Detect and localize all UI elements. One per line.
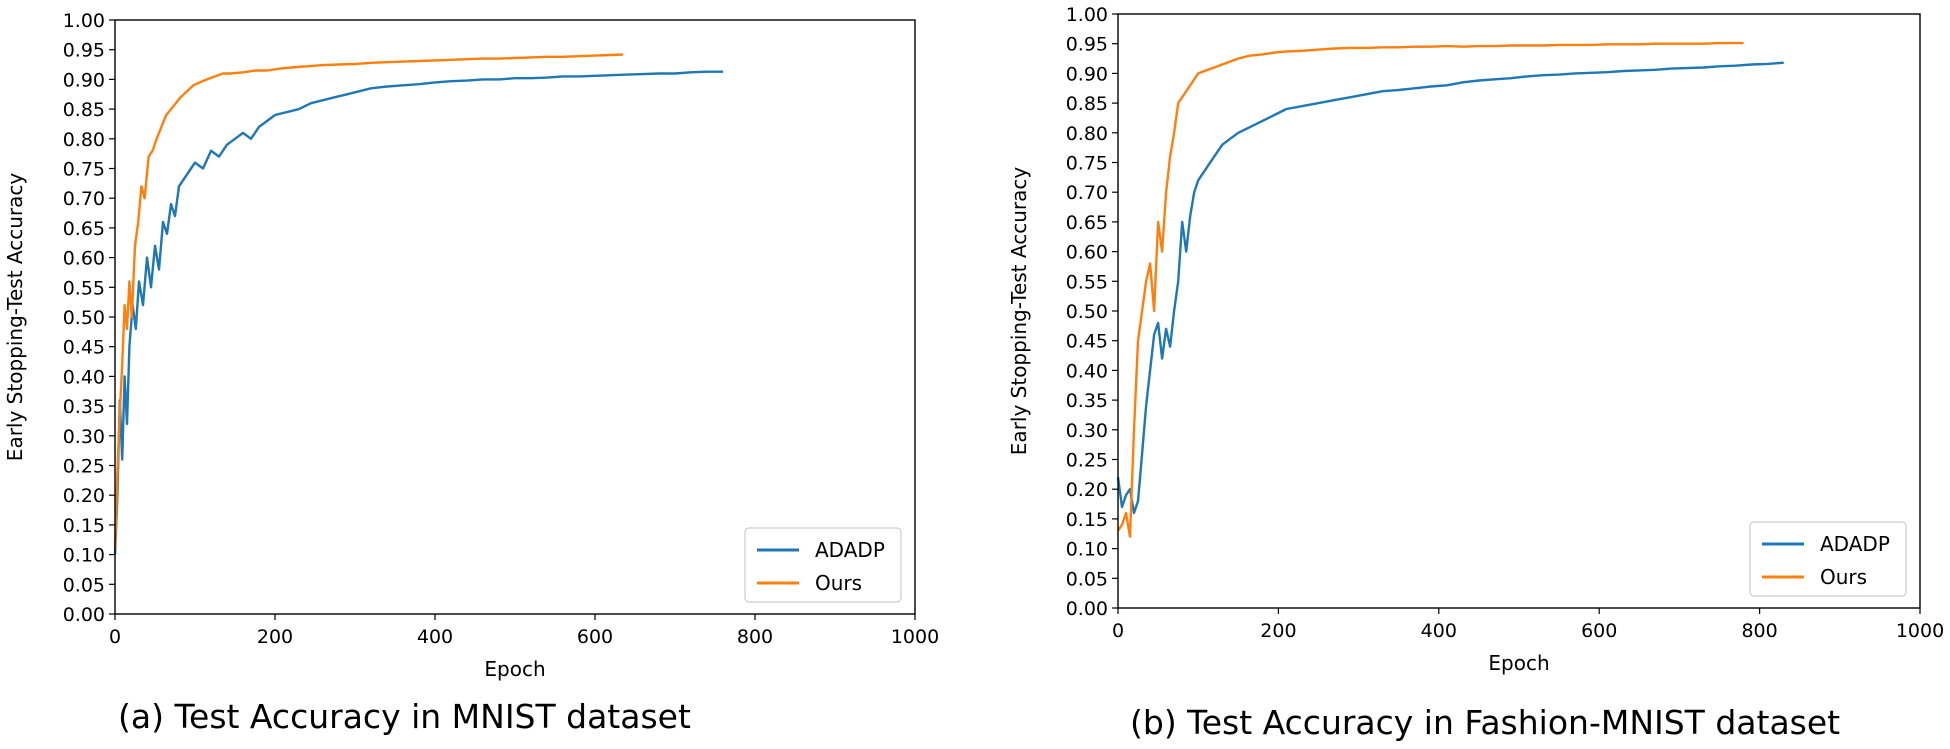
y-tick-label: 0.85 [1066,93,1108,115]
y-tick-label: 0.10 [63,545,105,567]
y-tick-label: 0.45 [1066,331,1108,353]
y-tick-label: 0.75 [1066,153,1108,175]
y-tick-label: 0.60 [63,248,105,270]
y-tick-label: 0.55 [1066,271,1108,293]
y-tick-label: 0.25 [1066,450,1108,472]
y-tick-label: 0.35 [1066,390,1108,412]
y-tick-label: 0.30 [1066,420,1108,442]
chart-a-x-ticks: 0 200 400 600 800 1000 [109,614,939,648]
chart-a-x-axis-label: Epoch [484,657,545,681]
chart-a-legend: ADADP Ours [744,527,902,603]
chart-a-y-axis-label: Early Stopping-Test Accuracy [3,173,27,462]
chart-b-lines [1116,41,1784,538]
y-tick-label: 0.95 [1066,34,1108,56]
chart-a-y-ticks: 0.00 0.05 0.10 0.15 0.20 0.25 0.30 0.35 0.40 0.45… [63,10,115,626]
chart-b-y-axis-label: Early Stopping-Test Accuracy [1007,167,1031,456]
y-tick-label: 0.50 [63,307,105,329]
y-tick-label: 0.10 [1066,539,1108,561]
chart-a-legend-label-adadp: ADADP [815,538,885,562]
chart-a-plot-frame [114,19,916,615]
chart-b-y-ticks: 0.00 0.05 0.10 0.15 0.20 0.25 0.30 0.35 0.40 0.45… [1066,4,1118,620]
x-tick-label: 200 [257,626,293,648]
y-tick-label: 0.90 [63,69,105,91]
x-tick-label: 0 [1112,620,1124,642]
y-tick-label: 0.55 [63,277,105,299]
y-tick-label: 0.35 [63,396,105,418]
y-tick-label: 0.75 [63,159,105,181]
y-tick-label: 0.40 [63,366,105,388]
y-tick-label: 0.05 [1066,568,1108,590]
chart-b-legend-label-adadp: ADADP [1820,532,1890,556]
chart-b-legend: ADADP Ours [1749,521,1907,597]
series-line-adadp [113,70,723,555]
y-tick-label: 0.20 [1066,479,1108,501]
y-tick-label: 0.25 [63,456,105,478]
y-tick-label: 0.05 [63,574,105,596]
y-tick-label: 1.00 [1066,4,1108,26]
chart-b-fashion-mnist: 0.00 0.05 0.10 0.15 0.20 0.25 0.30 0.35 0.40 0.45… [1007,4,1944,742]
chart-b-legend-label-ours: Ours [1820,565,1867,589]
x-tick-label: 0 [109,626,121,648]
y-tick-label: 0.00 [63,604,105,626]
y-tick-label: 0.85 [63,99,105,121]
x-tick-label: 800 [737,626,773,648]
y-tick-label: 0.80 [1066,123,1108,145]
y-tick-label: 0.15 [1066,509,1108,531]
y-tick-label: 1.00 [63,10,105,32]
series-line-ours [113,53,624,549]
y-tick-label: 0.45 [63,337,105,359]
y-tick-label: 0.70 [63,188,105,210]
y-tick-label: 0.90 [1066,63,1108,85]
y-tick-label: 0.95 [63,40,105,62]
chart-b-plot-frame [1117,13,1921,609]
y-tick-label: 0.20 [63,485,105,507]
chart-b-x-axis-label: Epoch [1488,651,1549,675]
y-tick-label: 0.80 [63,129,105,151]
x-tick-label: 1000 [891,626,939,648]
y-tick-label: 0.70 [1066,182,1108,204]
x-tick-label: 600 [1581,620,1617,642]
series-line-adadp [1116,61,1784,515]
x-tick-label: 1000 [1896,620,1944,642]
y-tick-label: 0.65 [1066,212,1108,234]
y-tick-label: 0.00 [1066,598,1108,620]
chart-a-caption: (a) Test Accuracy in MNIST dataset [118,697,691,736]
x-tick-label: 400 [417,626,453,648]
x-tick-label: 400 [1421,620,1457,642]
chart-a-legend-label-ours: Ours [815,571,862,595]
y-tick-label: 0.40 [1066,360,1108,382]
y-tick-label: 0.50 [1066,301,1108,323]
y-tick-label: 0.15 [63,515,105,537]
chart-a-mnist: 0.00 0.05 0.10 0.15 0.20 0.25 0.30 0.35 0.40 0.45… [3,10,939,736]
x-tick-label: 200 [1260,620,1296,642]
x-tick-label: 600 [577,626,613,648]
chart-b-caption: (b) Test Accuracy in Fashion-MNIST datas… [1130,703,1840,742]
chart-a-lines [113,53,723,555]
x-tick-label: 800 [1741,620,1777,642]
y-tick-label: 0.65 [63,218,105,240]
y-tick-label: 0.30 [63,426,105,448]
chart-b-x-ticks: 0 200 400 600 800 1000 [1112,608,1944,642]
series-line-ours [1117,41,1744,538]
y-tick-label: 0.60 [1066,242,1108,264]
